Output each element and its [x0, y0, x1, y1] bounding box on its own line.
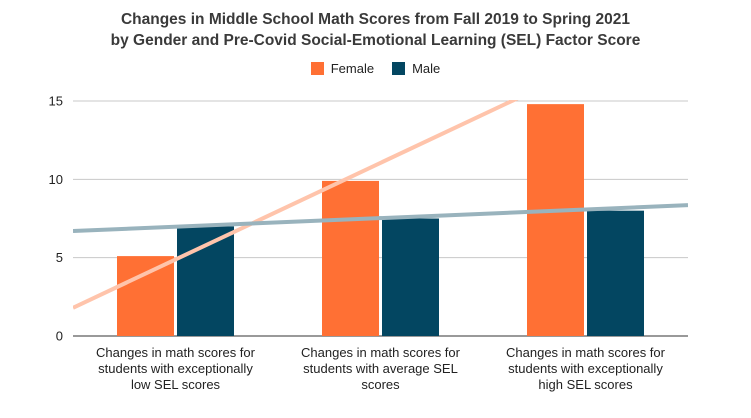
- x-category-label: Changes in math scores for students with …: [96, 345, 256, 392]
- chart-title-line-2: by Gender and Pre-Covid Social-Emotional…: [110, 32, 641, 49]
- legend: Female Male: [0, 61, 751, 76]
- trendline-male: [73, 203, 688, 234]
- bar-female: [322, 180, 379, 336]
- bar-male: [382, 218, 439, 336]
- bar-male: [587, 210, 644, 336]
- legend-label-female: Female: [330, 61, 375, 76]
- legend-item-female: Female: [310, 61, 375, 76]
- bar-female: [527, 104, 584, 336]
- x-category-label: Changes in math scores for students with …: [301, 345, 461, 392]
- y-tick-label: 0: [56, 329, 63, 344]
- y-tick-label: 5: [56, 250, 63, 265]
- chart-title: Changes in Middle School Math Scores fro…: [0, 9, 751, 51]
- legend-swatch-female: [310, 62, 324, 75]
- legend-label-male: Male: [412, 61, 441, 76]
- trendline-female: [73, 100, 519, 310]
- x-category-label: Changes in math scores for students with …: [506, 345, 666, 392]
- bar-male: [177, 226, 234, 336]
- y-tick-label: 15: [49, 94, 63, 109]
- bar-female: [117, 256, 174, 336]
- legend-item-male: Male: [392, 61, 440, 76]
- y-tick-label: 10: [49, 172, 63, 187]
- legend-swatch-male: [392, 62, 406, 75]
- chart-title-line-1: Changes in Middle School Math Scores fro…: [120, 11, 631, 28]
